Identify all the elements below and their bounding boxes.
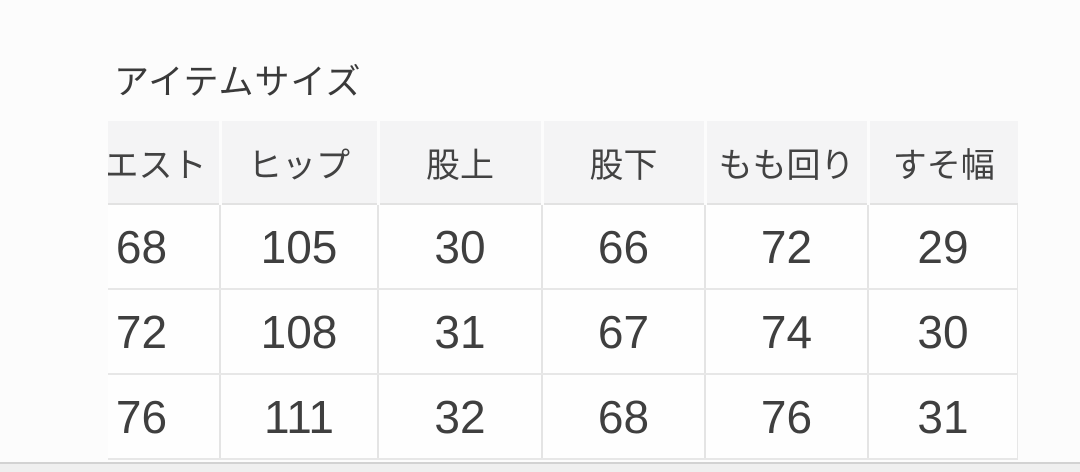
column-header-thigh: もも回り <box>703 121 868 205</box>
cell-hip: 105 <box>219 204 378 290</box>
cell-rise: 32 <box>377 374 542 460</box>
cell-hem-width: 31 <box>867 374 1018 460</box>
cell-waist: 68 <box>108 204 220 290</box>
cell-hem-width: 29 <box>867 204 1018 290</box>
cell-thigh: 76 <box>704 374 868 460</box>
cell-rise: 30 <box>377 204 542 290</box>
cell-waist: 72 <box>108 289 220 375</box>
table-row: 72 108 31 67 74 30 <box>108 289 1018 375</box>
bottom-divider <box>0 462 1080 472</box>
column-header-inseam: 股下 <box>540 121 705 205</box>
cell-thigh: 74 <box>704 289 868 375</box>
size-table-viewport: エスト ヒップ 股上 股下 もも回り すそ幅 68 105 30 66 72 2… <box>108 121 1018 460</box>
size-table: エスト ヒップ 股上 股下 もも回り すそ幅 68 105 30 66 72 2… <box>108 121 1018 460</box>
table-row: 68 105 30 66 72 29 <box>108 204 1018 290</box>
cell-hip: 108 <box>219 289 378 375</box>
column-header-rise: 股上 <box>376 121 542 205</box>
table-row: 76 111 32 68 76 31 <box>108 374 1018 460</box>
column-header-waist: エスト <box>108 121 220 205</box>
header-row: エスト ヒップ 股上 股下 もも回り すそ幅 <box>108 121 1018 205</box>
page-title: アイテムサイズ <box>114 63 362 102</box>
cell-rise: 31 <box>377 289 542 375</box>
cell-hem-width: 30 <box>867 289 1018 375</box>
cell-inseam: 66 <box>541 204 705 290</box>
cell-waist: 76 <box>108 374 220 460</box>
column-header-hem-width: すそ幅 <box>866 121 1018 205</box>
cell-thigh: 72 <box>704 204 868 290</box>
cell-hip: 111 <box>219 374 378 460</box>
cell-inseam: 68 <box>541 374 705 460</box>
cell-inseam: 67 <box>541 289 705 375</box>
column-header-hip: ヒップ <box>218 121 378 205</box>
